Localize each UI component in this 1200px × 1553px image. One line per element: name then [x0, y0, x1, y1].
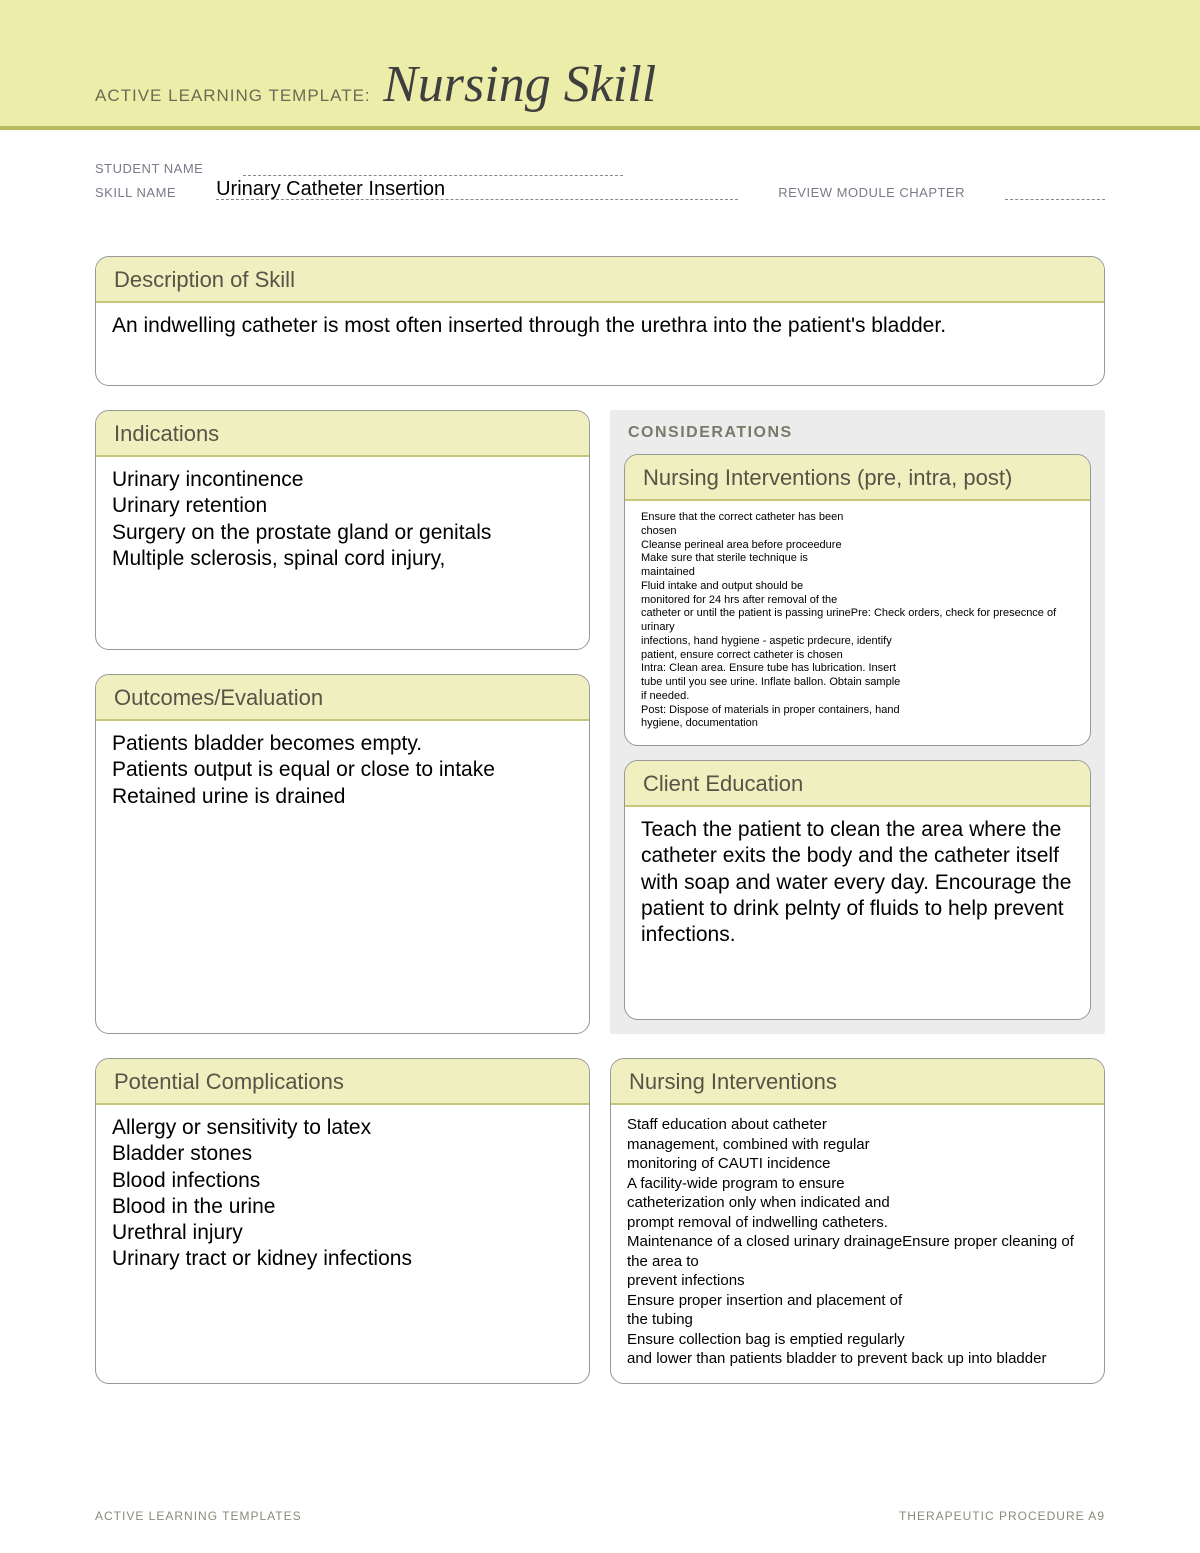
- banner: ACTIVE LEARNING TEMPLATE: Nursing Skill: [0, 0, 1200, 130]
- nursing-int-body: Staff education about catheter managemen…: [611, 1105, 1104, 1383]
- footer-left: ACTIVE LEARNING TEMPLATES: [95, 1509, 302, 1523]
- right-column: CONSIDERATIONS Nursing Interventions (pr…: [610, 410, 1105, 1058]
- nursing-pre-body: Ensure that the correct catheter has bee…: [625, 501, 1090, 745]
- complications-box: Potential Complications Allergy or sensi…: [95, 1058, 590, 1384]
- bottom-row: Potential Complications Allergy or sensi…: [95, 1058, 1105, 1408]
- footer: ACTIVE LEARNING TEMPLATES THERAPEUTIC PR…: [0, 1509, 1200, 1523]
- indications-body: Urinary incontinence Urinary retention S…: [96, 457, 589, 649]
- complications-title: Potential Complications: [96, 1059, 589, 1105]
- middle-row: Indications Urinary incontinence Urinary…: [95, 410, 1105, 1058]
- left-column: Indications Urinary incontinence Urinary…: [95, 410, 590, 1058]
- skill-name-value: Urinary Catheter Insertion: [216, 178, 445, 201]
- skill-name-field[interactable]: Urinary Catheter Insertion: [216, 182, 738, 200]
- client-ed-body: Teach the patient to clean the area wher…: [625, 807, 1090, 1019]
- indications-title: Indications: [96, 411, 589, 457]
- indications-box: Indications Urinary incontinence Urinary…: [95, 410, 590, 650]
- page: ACTIVE LEARNING TEMPLATE: Nursing Skill …: [0, 0, 1200, 1553]
- description-title: Description of Skill: [96, 257, 1104, 303]
- outcomes-box: Outcomes/Evaluation Patients bladder bec…: [95, 674, 590, 1034]
- student-name-field[interactable]: [243, 158, 623, 176]
- banner-prefix: ACTIVE LEARNING TEMPLATE:: [95, 86, 371, 106]
- review-chapter-field[interactable]: [1005, 182, 1105, 200]
- considerations-wrap: CONSIDERATIONS Nursing Interventions (pr…: [610, 410, 1105, 1034]
- client-ed-title: Client Education: [625, 761, 1090, 807]
- nursing-pre-box: Nursing Interventions (pre, intra, post)…: [624, 454, 1091, 746]
- description-body: An indwelling catheter is most often ins…: [96, 303, 1104, 385]
- nursing-int-box: Nursing Interventions Staff education ab…: [610, 1058, 1105, 1384]
- client-ed-box: Client Education Teach the patient to cl…: [624, 760, 1091, 1020]
- outcomes-body: Patients bladder becomes empty. Patients…: [96, 721, 589, 1033]
- nursing-pre-title: Nursing Interventions (pre, intra, post): [625, 455, 1090, 501]
- skill-name-label: SKILL NAME: [95, 185, 176, 200]
- review-chapter-label: REVIEW MODULE CHAPTER: [778, 185, 965, 200]
- footer-right: THERAPEUTIC PROCEDURE A9: [899, 1509, 1105, 1523]
- content-area: Description of Skill An indwelling cathe…: [0, 216, 1200, 1428]
- meta-section: STUDENT NAME SKILL NAME Urinary Catheter…: [0, 130, 1200, 216]
- banner-title: Nursing Skill: [383, 55, 656, 114]
- student-name-label: STUDENT NAME: [95, 161, 203, 176]
- considerations-label: CONSIDERATIONS: [624, 410, 1091, 454]
- description-box: Description of Skill An indwelling cathe…: [95, 256, 1105, 386]
- complications-body: Allergy or sensitivity to latex Bladder …: [96, 1105, 589, 1383]
- outcomes-title: Outcomes/Evaluation: [96, 675, 589, 721]
- nursing-int-title: Nursing Interventions: [611, 1059, 1104, 1105]
